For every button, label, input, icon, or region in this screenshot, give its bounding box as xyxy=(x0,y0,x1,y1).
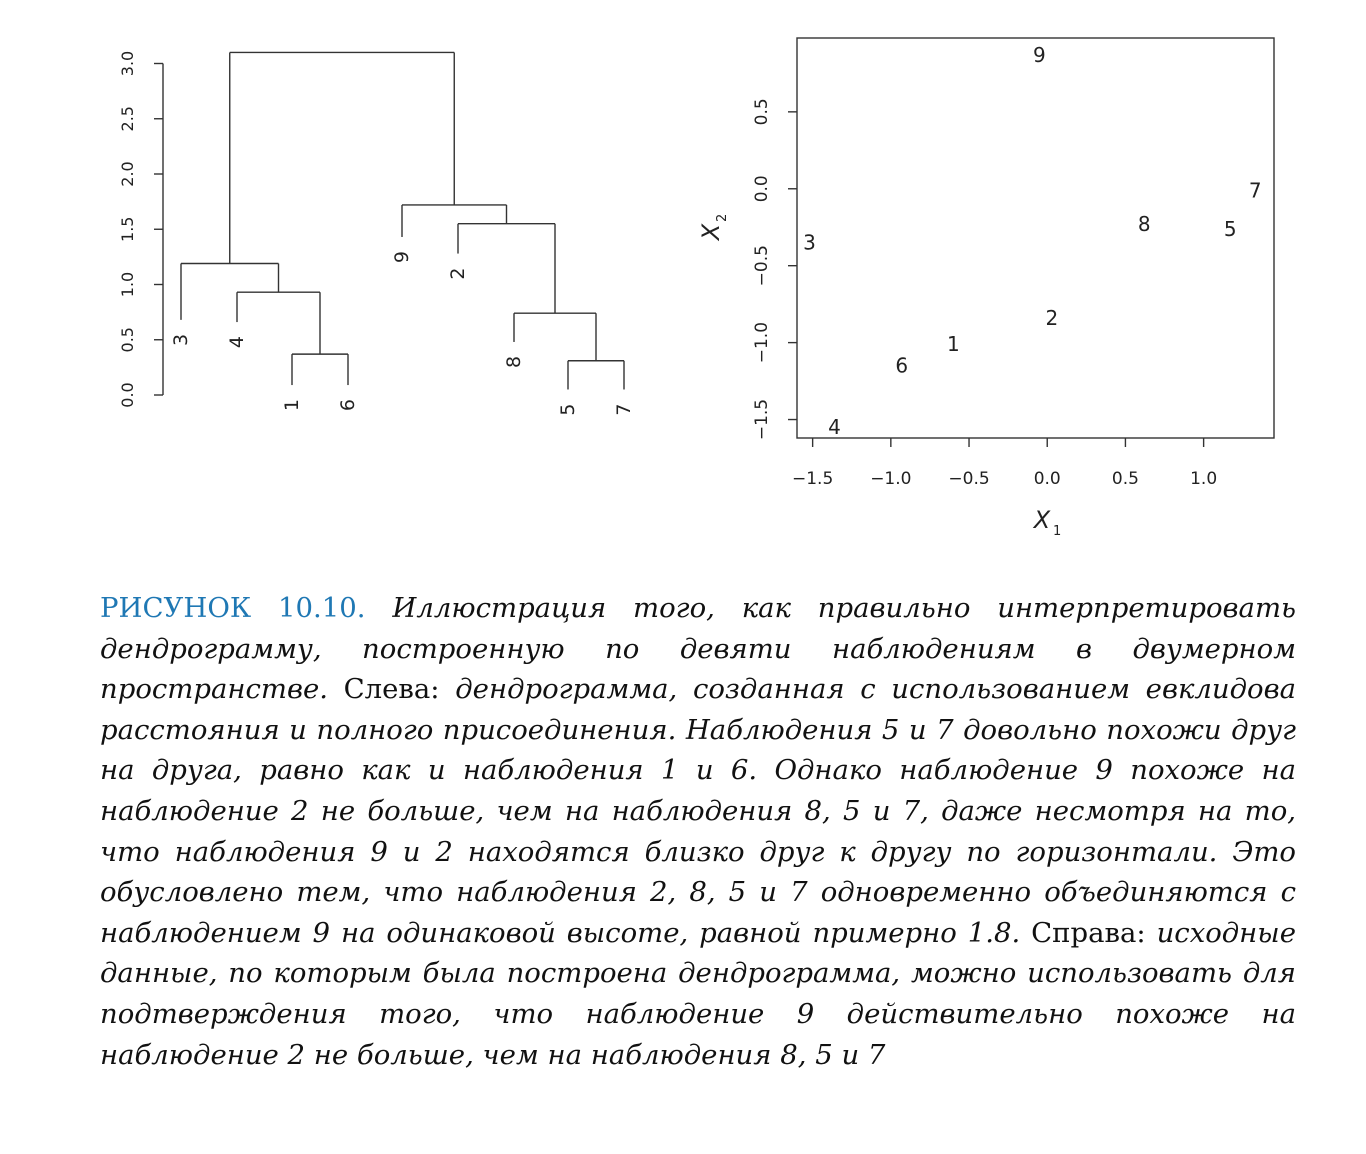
caption-sentence-1: Иллюстрация того, как правильно интерпре… xyxy=(100,592,1296,706)
caption-left-word: Слева: xyxy=(343,673,440,706)
leaf-label: 7 xyxy=(613,403,635,415)
data-point-label: 3 xyxy=(803,231,816,255)
leaf-label: 6 xyxy=(337,399,359,411)
leaf-label: 9 xyxy=(391,251,413,263)
y-axis-title: X xyxy=(697,223,725,242)
y-tick-label: 2.5 xyxy=(118,106,137,131)
caption-sentence-2: дендрограмма, созданная с использованием… xyxy=(100,673,1296,949)
data-point-label: 1 xyxy=(947,332,960,356)
y-tick-label: 0.5 xyxy=(752,98,772,125)
x-tick-label: −1.5 xyxy=(792,469,833,489)
data-point-label: 8 xyxy=(1138,212,1151,236)
caption-right-word: Справа: xyxy=(1031,916,1146,949)
caption-sentence-3: исходные данные, по которым была построе… xyxy=(100,916,1296,1071)
scatter-chart: −1.5 −1.0 −0.5 0.0 0.5 1.0 −1.5 −1.0 −0.5 0.0 0.5 X… xyxy=(697,37,1275,539)
leaf-label: 5 xyxy=(557,403,579,415)
y-axis-title-subscript: 2 xyxy=(715,214,730,222)
x-axis-title-subscript: 1 xyxy=(1053,524,1061,539)
y-tick-label: 3.0 xyxy=(118,51,137,76)
data-point-label: 6 xyxy=(895,354,908,378)
y-tick-label: −1.0 xyxy=(752,322,772,363)
leaf-label: 4 xyxy=(226,336,248,348)
leaf-label: 2 xyxy=(447,268,469,280)
x-tick-label: 1.0 xyxy=(1190,469,1217,489)
data-point-label: 4 xyxy=(828,415,841,439)
x-tick-label: −0.5 xyxy=(948,469,989,489)
caption-label: РИСУНОК 10.10. xyxy=(100,592,366,624)
y-tick-label: 1.0 xyxy=(118,272,137,297)
y-tick-label: 1.5 xyxy=(118,217,137,242)
y-tick-label: −1.5 xyxy=(752,399,772,440)
leaf-label: 1 xyxy=(281,399,303,411)
data-point-label: 5 xyxy=(1224,217,1237,241)
data-point-label: 2 xyxy=(1046,306,1059,330)
leaf-label: 8 xyxy=(503,356,525,368)
x-axis-title: X xyxy=(1032,506,1051,534)
data-point-label: 9 xyxy=(1033,43,1046,67)
y-tick-label: 0.0 xyxy=(118,382,137,407)
y-tick-label: 0.0 xyxy=(752,175,772,202)
y-tick-label: −0.5 xyxy=(752,245,772,286)
leaf-label: 3 xyxy=(170,334,192,346)
y-tick-label: 2.0 xyxy=(118,161,137,186)
plot-frame xyxy=(796,37,1275,439)
figure-caption: РИСУНОК 10.10. Иллюстрация того, как пра… xyxy=(100,588,1296,1075)
data-point-label: 7 xyxy=(1249,178,1262,202)
x-tick-label: 0.0 xyxy=(1034,469,1061,489)
y-tick-label: 0.5 xyxy=(118,327,137,352)
x-tick-label: −1.0 xyxy=(870,469,911,489)
x-tick-label: 0.5 xyxy=(1112,469,1139,489)
